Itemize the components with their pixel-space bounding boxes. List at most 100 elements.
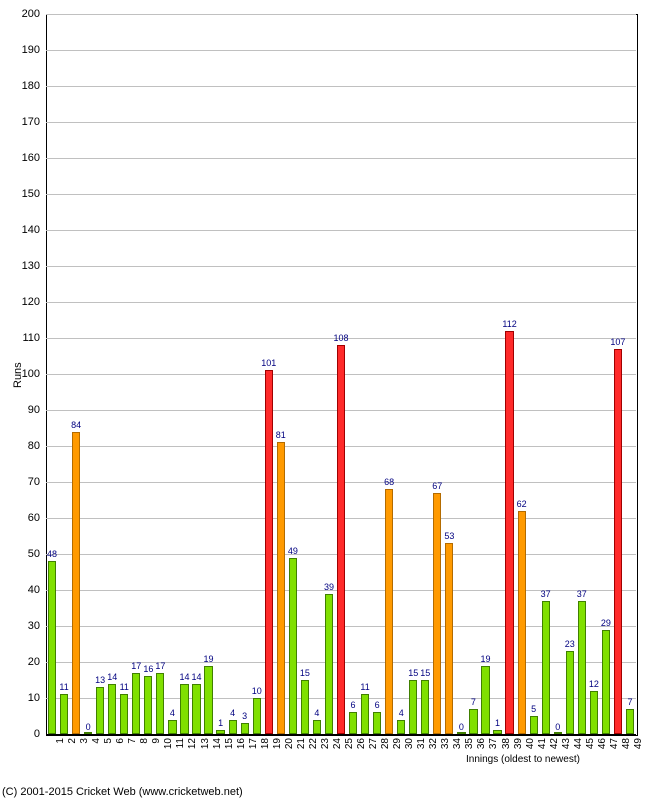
bar bbox=[108, 684, 116, 734]
y-tick-label: 110 bbox=[0, 332, 40, 344]
y-tick-label: 140 bbox=[0, 224, 40, 236]
bar bbox=[505, 331, 513, 734]
bar-value-label: 13 bbox=[95, 675, 105, 685]
bar-value-label: 84 bbox=[71, 420, 81, 430]
bar-value-label: 81 bbox=[276, 430, 286, 440]
bar-value-label: 108 bbox=[333, 333, 348, 343]
bar-value-label: 7 bbox=[627, 697, 632, 707]
bar bbox=[566, 651, 574, 734]
bar bbox=[554, 732, 562, 734]
x-tick-label: 43 bbox=[561, 738, 572, 749]
bar bbox=[349, 712, 357, 734]
y-tick-label: 60 bbox=[0, 512, 40, 524]
bar-value-label: 17 bbox=[131, 661, 141, 671]
bar-value-label: 3 bbox=[242, 711, 247, 721]
bar bbox=[60, 694, 68, 734]
bar-value-label: 0 bbox=[459, 722, 464, 732]
bar-value-label: 49 bbox=[288, 546, 298, 556]
x-tick-label: 6 bbox=[115, 738, 126, 744]
bar bbox=[229, 720, 237, 734]
bar bbox=[481, 666, 489, 734]
bar bbox=[265, 370, 273, 734]
bar-value-label: 6 bbox=[351, 700, 356, 710]
bar bbox=[578, 601, 586, 734]
bar-value-label: 0 bbox=[555, 722, 560, 732]
bar bbox=[313, 720, 321, 734]
bar-value-label: 67 bbox=[432, 481, 442, 491]
x-tick-label: 24 bbox=[332, 738, 343, 749]
gridline bbox=[46, 194, 636, 195]
bar bbox=[72, 432, 80, 734]
y-tick-label: 70 bbox=[0, 476, 40, 488]
bar-value-label: 7 bbox=[471, 697, 476, 707]
bar bbox=[216, 730, 224, 734]
x-tick-label: 2 bbox=[67, 738, 78, 744]
bar-value-label: 37 bbox=[541, 589, 551, 599]
bar bbox=[337, 345, 345, 734]
bar bbox=[361, 694, 369, 734]
gridline bbox=[46, 14, 636, 15]
gridline bbox=[46, 122, 636, 123]
x-tick-label: 5 bbox=[103, 738, 114, 744]
x-tick-label: 31 bbox=[416, 738, 427, 749]
bar-value-label: 15 bbox=[408, 668, 418, 678]
gridline bbox=[46, 266, 636, 267]
bar bbox=[409, 680, 417, 734]
y-tick-label: 50 bbox=[0, 548, 40, 560]
y-tick-label: 90 bbox=[0, 404, 40, 416]
bar bbox=[96, 687, 104, 734]
bar-value-label: 19 bbox=[480, 654, 490, 664]
bar bbox=[433, 493, 441, 734]
x-tick-label: 7 bbox=[127, 738, 138, 744]
bar-value-label: 1 bbox=[495, 718, 500, 728]
bar-value-label: 10 bbox=[252, 686, 262, 696]
bar-value-label: 107 bbox=[610, 337, 625, 347]
x-tick-label: 12 bbox=[187, 738, 198, 749]
x-tick-label: 16 bbox=[236, 738, 247, 749]
x-tick-label: 42 bbox=[549, 738, 560, 749]
bar-value-label: 4 bbox=[314, 708, 319, 718]
x-tick-label: 48 bbox=[621, 738, 632, 749]
x-tick-label: 47 bbox=[609, 738, 620, 749]
x-tick-label: 28 bbox=[380, 738, 391, 749]
x-axis-label: Innings (oldest to newest) bbox=[466, 754, 580, 765]
x-tick-label: 3 bbox=[79, 738, 90, 744]
x-tick-label: 15 bbox=[224, 738, 235, 749]
x-tick-label: 9 bbox=[151, 738, 162, 744]
y-tick-label: 170 bbox=[0, 116, 40, 128]
x-tick-label: 8 bbox=[139, 738, 150, 744]
bar bbox=[144, 676, 152, 734]
bar-value-label: 15 bbox=[420, 668, 430, 678]
gridline bbox=[46, 158, 636, 159]
x-tick-label: 44 bbox=[573, 738, 584, 749]
x-tick-label: 14 bbox=[212, 738, 223, 749]
bar-value-label: 37 bbox=[577, 589, 587, 599]
bar-value-label: 14 bbox=[107, 672, 117, 682]
x-tick-label: 34 bbox=[452, 738, 463, 749]
x-tick-label: 27 bbox=[368, 738, 379, 749]
y-tick-label: 40 bbox=[0, 584, 40, 596]
x-tick-label: 4 bbox=[91, 738, 102, 744]
bar-value-label: 4 bbox=[230, 708, 235, 718]
x-tick-label: 40 bbox=[525, 738, 536, 749]
bar-value-label: 11 bbox=[120, 682, 129, 692]
bar bbox=[289, 558, 297, 734]
bar-value-label: 62 bbox=[517, 499, 527, 509]
bar-value-label: 29 bbox=[601, 618, 611, 628]
x-tick-label: 1 bbox=[55, 738, 66, 744]
y-tick-label: 180 bbox=[0, 80, 40, 92]
bar bbox=[253, 698, 261, 734]
gridline bbox=[46, 86, 636, 87]
y-tick-label: 200 bbox=[0, 8, 40, 20]
bar bbox=[48, 561, 56, 734]
bar bbox=[397, 720, 405, 734]
bar bbox=[168, 720, 176, 734]
x-tick-label: 32 bbox=[428, 738, 439, 749]
gridline bbox=[46, 734, 636, 735]
bar bbox=[156, 673, 164, 734]
bar bbox=[602, 630, 610, 734]
bar bbox=[84, 732, 92, 734]
bar-value-label: 17 bbox=[155, 661, 165, 671]
y-tick-label: 120 bbox=[0, 296, 40, 308]
bar bbox=[614, 349, 622, 734]
